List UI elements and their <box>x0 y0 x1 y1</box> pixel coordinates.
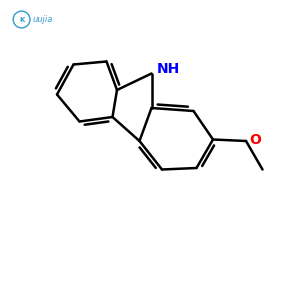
Text: uujia: uujia <box>32 15 53 24</box>
Text: O: O <box>249 133 261 146</box>
Text: NH: NH <box>157 62 180 76</box>
Text: K: K <box>19 16 24 22</box>
